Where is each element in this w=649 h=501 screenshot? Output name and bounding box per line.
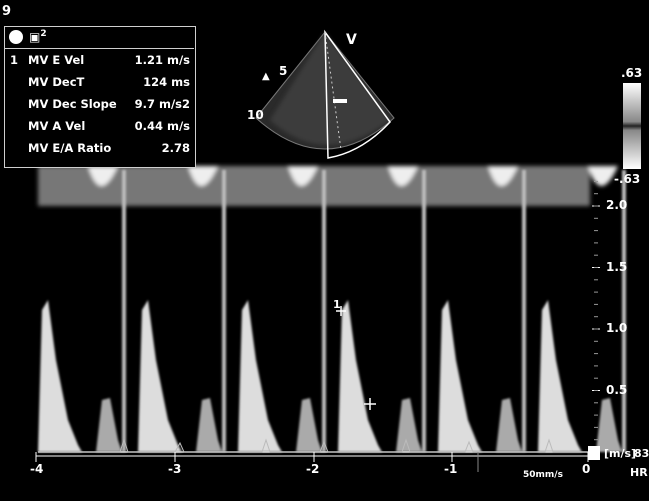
e-wave-cursor <box>336 306 346 316</box>
measurement-value: 1.21 m/s <box>134 53 190 67</box>
reverse-flow-blob <box>88 166 118 186</box>
valve-click-artifact <box>322 170 326 452</box>
color-scale-top: .63 <box>621 66 643 80</box>
measurement-row: MV E/A Ratio 2.78 <box>10 138 196 158</box>
a-wave <box>596 398 622 452</box>
measurement-label: MV E Vel <box>28 53 85 67</box>
time-tick-label: 0 <box>582 462 591 476</box>
sweep-speed: 50mm/s <box>523 470 563 480</box>
a-wave <box>296 398 322 452</box>
measurement-row: MV DecT 124 ms <box>10 72 196 92</box>
measurement-value: 124 ms <box>143 75 190 89</box>
velocity-tick-label: 0.5 <box>606 382 628 397</box>
reverse-flow-blob <box>288 166 318 186</box>
ecg-trace <box>38 438 590 453</box>
depth-5-label: 5 <box>279 64 288 78</box>
corner-label: 9 <box>2 4 12 19</box>
a-wave <box>396 398 422 452</box>
mv-probe-icon: ▣2 <box>29 29 47 44</box>
mitral-inflow-waveform <box>38 170 626 452</box>
measurement-value: 9.7 m/s2 <box>134 97 190 111</box>
measurement-list: 1 MV E Vel 1.21 m/s MV DecT 124 ms MV Dec Slo… <box>4 50 194 166</box>
time-tick-label: -3 <box>168 462 182 476</box>
measurement-label: MV A Vel <box>28 119 86 133</box>
measurement-row: 1 MV E Vel 1.21 m/s <box>10 50 196 70</box>
velocity-axis-ticks <box>592 180 600 441</box>
a-wave <box>96 398 122 452</box>
reverse-flow-blob <box>188 166 218 186</box>
e-wave <box>38 300 82 452</box>
reverse-flow-blob <box>388 166 418 186</box>
velocity-tick-label: 2.0 <box>606 198 628 212</box>
a-wave <box>496 398 522 452</box>
e-wave <box>438 300 482 452</box>
sector-v-label: V <box>346 32 357 48</box>
measurement-index: 1 <box>10 53 19 67</box>
color-scale-bottom: -.63 <box>614 172 641 186</box>
measurement-row: MV A Vel 0.44 m/s <box>10 116 196 136</box>
velocity-tick-label: 1.0 <box>606 321 628 335</box>
a-wave-cursor <box>364 398 376 410</box>
valve-click-artifact <box>522 170 526 452</box>
time-tick-label: -1 <box>444 462 458 476</box>
valve-click-artifact <box>222 170 226 452</box>
velocity-tick-label: 1.5 <box>606 259 628 274</box>
a-wave <box>196 398 222 452</box>
color-scale-bar <box>623 83 641 169</box>
velocity-unit: [m/s] <box>604 447 637 460</box>
measurement-panel <box>4 26 196 168</box>
valve-click-artifact <box>122 170 126 452</box>
time-tick-label: -2 <box>306 462 320 476</box>
measurement-value: 2.78 <box>161 141 190 155</box>
measurement-header: ▣2 <box>4 26 194 49</box>
measurement-label: MV E/A Ratio <box>28 141 112 155</box>
time-axis-ticks <box>35 452 590 472</box>
e-wave <box>138 300 182 452</box>
mode-text: 2 <box>40 29 47 39</box>
e-wave <box>338 300 382 452</box>
scale-handle[interactable] <box>588 446 600 460</box>
measurement-value: 0.44 m/s <box>134 119 190 133</box>
hr-label: HR <box>630 466 648 479</box>
e-wave <box>538 300 582 452</box>
time-tick-label: -4 <box>30 462 44 476</box>
valve-click-artifact <box>622 170 626 452</box>
measurement-row: MV Dec Slope 9.7 m/s2 <box>10 94 196 114</box>
e-marker-label: 1 <box>333 298 341 311</box>
measurement-label: MV DecT <box>28 75 85 89</box>
valve-click-artifact <box>422 170 426 452</box>
record-icon <box>9 30 23 44</box>
e-wave <box>238 300 282 452</box>
reverse-flow-blob <box>488 166 518 186</box>
depth-10-label: 10 <box>247 108 264 122</box>
sector-image <box>255 29 395 159</box>
orientation-marker-icon: ▲ <box>262 71 270 82</box>
measurement-label: MV Dec Slope <box>28 97 117 111</box>
hr-value: 83 <box>634 447 649 460</box>
